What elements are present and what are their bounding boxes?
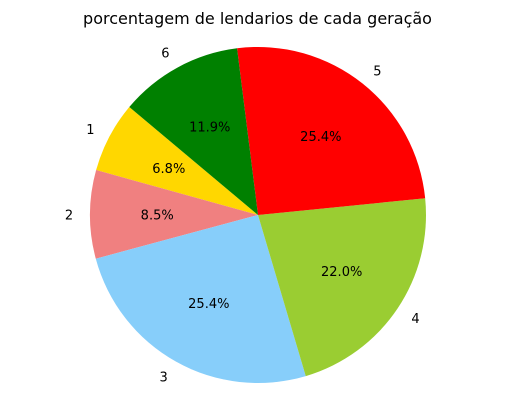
slice-percentage-4: 22.0% bbox=[321, 265, 362, 280]
pie-slice-3 bbox=[95, 215, 306, 384]
slice-label-3: 3 bbox=[160, 370, 168, 385]
slice-label-4: 4 bbox=[411, 312, 419, 327]
slice-label-6: 6 bbox=[161, 47, 169, 62]
pie-slice-4 bbox=[258, 198, 426, 377]
pie-slice-1 bbox=[96, 107, 258, 215]
chart-title: porcentagem de lendarios de cada geração bbox=[83, 9, 432, 28]
slice-label-2: 2 bbox=[65, 208, 73, 223]
pie-slice-2 bbox=[90, 170, 258, 259]
slice-label-1: 1 bbox=[86, 123, 94, 138]
pie-slice-5 bbox=[237, 47, 426, 216]
pie-slice-6 bbox=[129, 48, 258, 216]
pie-labels: 1 6.8% 2 8.5% 3 25.4% 4 22.0% 5 25.4% 6 11.9% bbox=[65, 47, 420, 386]
slice-percentage-3: 25.4% bbox=[188, 297, 229, 312]
slice-percentage-2: 8.5% bbox=[141, 209, 174, 224]
slice-label-5: 5 bbox=[373, 64, 381, 79]
slice-percentage-5: 25.4% bbox=[300, 130, 341, 145]
slice-percentage-6: 11.9% bbox=[189, 120, 230, 135]
slice-percentage-1: 6.8% bbox=[152, 162, 185, 177]
pie-slices bbox=[90, 47, 426, 384]
